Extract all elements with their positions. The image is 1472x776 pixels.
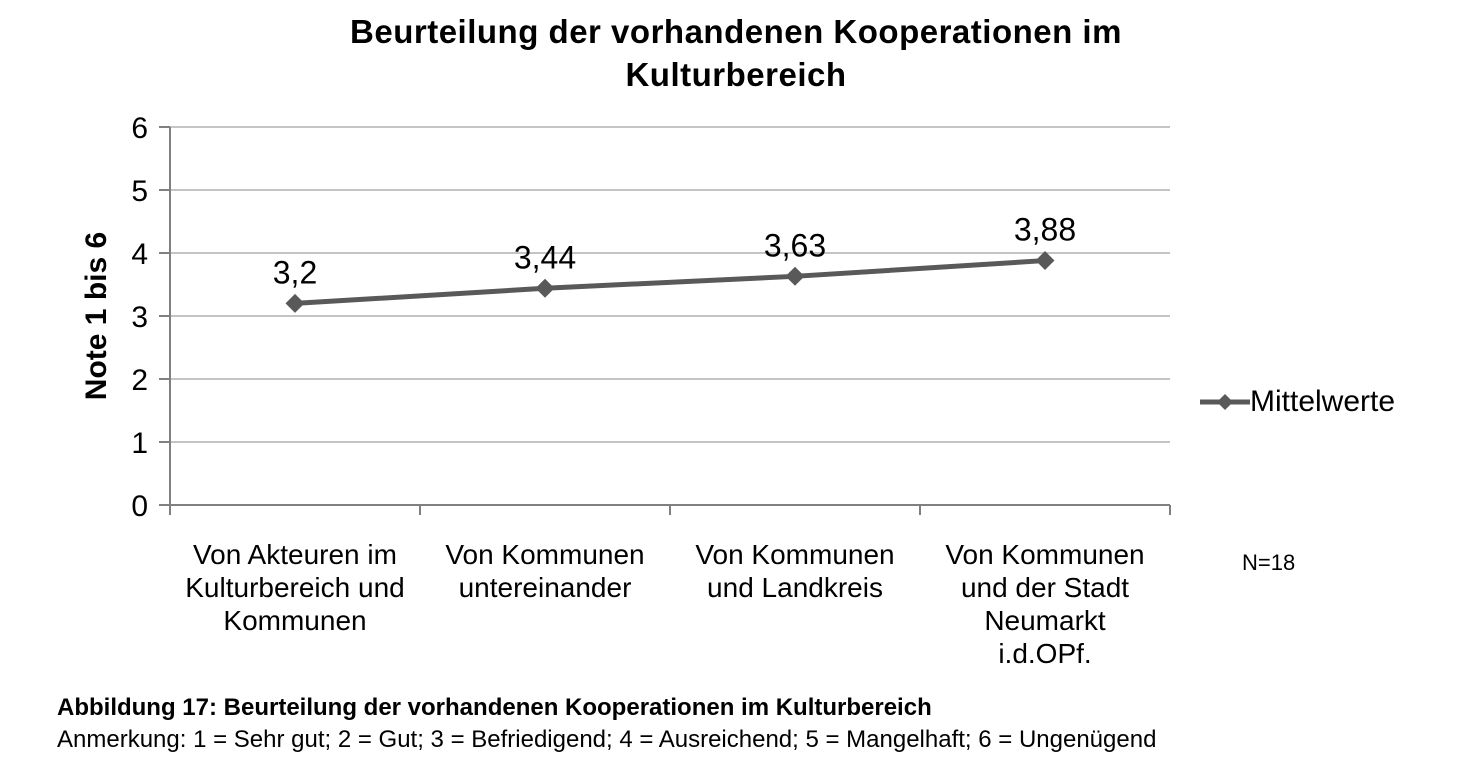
y-axis-title: Note 1 bis 6 (80, 231, 113, 401)
legend-marker-icon (1200, 394, 1250, 410)
data-label: 3,44 (514, 239, 576, 275)
caption-title: Abbildung 17: Beurteilung der vorhandene… (57, 694, 932, 721)
x-category-label-line: und Landkreis (707, 572, 883, 603)
y-tick-label: 0 (131, 490, 148, 523)
x-category-label: Von Kommunen und der Stadt Neumarkt i.d.OPf… (915, 538, 1175, 670)
x-category-label-line: Von Akteuren im (193, 539, 397, 570)
series-line (294, 258, 1046, 306)
legend-label: Mittelwerte (1250, 385, 1396, 418)
x-category-label-line: Von Kommunen (695, 539, 895, 570)
data-point-marker (785, 266, 805, 286)
data-point-marker (535, 278, 555, 298)
chart-title: Beurteilung der vorhandenen Kooperatione… (0, 10, 1472, 96)
x-category-label-line: i.d.OPf. (998, 638, 1092, 669)
y-tick-label: 5 (131, 175, 148, 208)
legend: Mittelwerte (1200, 385, 1395, 419)
y-tick-label: 4 (131, 238, 148, 271)
y-tick-label: 3 (131, 301, 148, 334)
x-category-label-line: Kommunen (223, 605, 367, 636)
x-category-label: Von Kommunen und Landkreis (665, 538, 925, 604)
data-label: 3,2 (273, 254, 317, 290)
x-category-label-line: Von Kommunen (945, 539, 1145, 570)
x-category-label-line: und der Stadt (960, 572, 1130, 603)
data-point-marker (1035, 251, 1055, 271)
sample-size-annotation: N=18 (1242, 550, 1296, 575)
x-category-label-line: Kulturbereich und (185, 572, 405, 603)
x-category-label: Von Kommunen untereinander (415, 538, 675, 604)
x-category-label: Von Akteuren im Kulturbereich und Kommunen (165, 538, 425, 637)
x-category-label-line: Von Kommunen (445, 539, 645, 570)
x-category-label-line: Neumarkt (984, 605, 1106, 636)
data-label: 3,63 (764, 227, 826, 263)
data-point-marker (285, 293, 305, 313)
figure-caption: Abbildung 17: Beurteilung der vorhandene… (57, 692, 1156, 756)
y-tick-label: 1 (131, 427, 148, 460)
y-tick-label: 2 (131, 364, 148, 397)
chart-title-line2: Kulturbereich (625, 56, 847, 93)
x-category-label-line: untereinander (458, 572, 632, 603)
chart-title-line1: Beurteilung der vorhandenen Kooperatione… (350, 13, 1122, 50)
y-tick-label: 6 (131, 112, 148, 145)
data-label: 3,88 (1014, 212, 1076, 248)
caption-note: Anmerkung: 1 = Sehr gut; 2 = Gut; 3 = Be… (57, 726, 1157, 753)
